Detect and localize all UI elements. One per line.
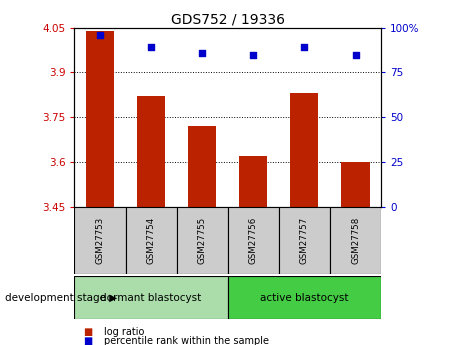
Bar bbox=[74, 207, 125, 274]
Bar bbox=[86, 31, 114, 207]
Text: GSM27753: GSM27753 bbox=[96, 217, 105, 264]
Point bbox=[97, 32, 104, 38]
Bar bbox=[137, 96, 165, 207]
Text: GSM27758: GSM27758 bbox=[351, 217, 360, 264]
Bar bbox=[125, 207, 177, 274]
Text: GSM27754: GSM27754 bbox=[147, 217, 156, 264]
Text: ■: ■ bbox=[83, 327, 93, 337]
Bar bbox=[177, 207, 228, 274]
Bar bbox=[74, 276, 228, 319]
Text: ■: ■ bbox=[83, 336, 93, 345]
Point bbox=[198, 50, 206, 56]
Text: GSM27755: GSM27755 bbox=[198, 217, 207, 264]
Text: dormant blastocyst: dormant blastocyst bbox=[101, 293, 202, 303]
Text: active blastocyst: active blastocyst bbox=[260, 293, 349, 303]
Title: GDS752 / 19336: GDS752 / 19336 bbox=[171, 12, 285, 27]
Point bbox=[352, 52, 359, 57]
Text: GSM27756: GSM27756 bbox=[249, 217, 258, 264]
Bar bbox=[279, 207, 330, 274]
Bar bbox=[188, 126, 216, 207]
Bar bbox=[330, 207, 381, 274]
Text: GSM27757: GSM27757 bbox=[300, 217, 309, 264]
Text: log ratio: log ratio bbox=[104, 327, 144, 337]
Bar bbox=[341, 162, 369, 207]
Text: development stage ▶: development stage ▶ bbox=[5, 293, 117, 303]
Bar bbox=[228, 207, 279, 274]
Bar bbox=[228, 276, 381, 319]
Point bbox=[147, 45, 155, 50]
Point bbox=[301, 45, 308, 50]
Bar bbox=[290, 93, 318, 207]
Bar bbox=[239, 156, 267, 207]
Point bbox=[250, 52, 257, 57]
Text: percentile rank within the sample: percentile rank within the sample bbox=[104, 336, 269, 345]
